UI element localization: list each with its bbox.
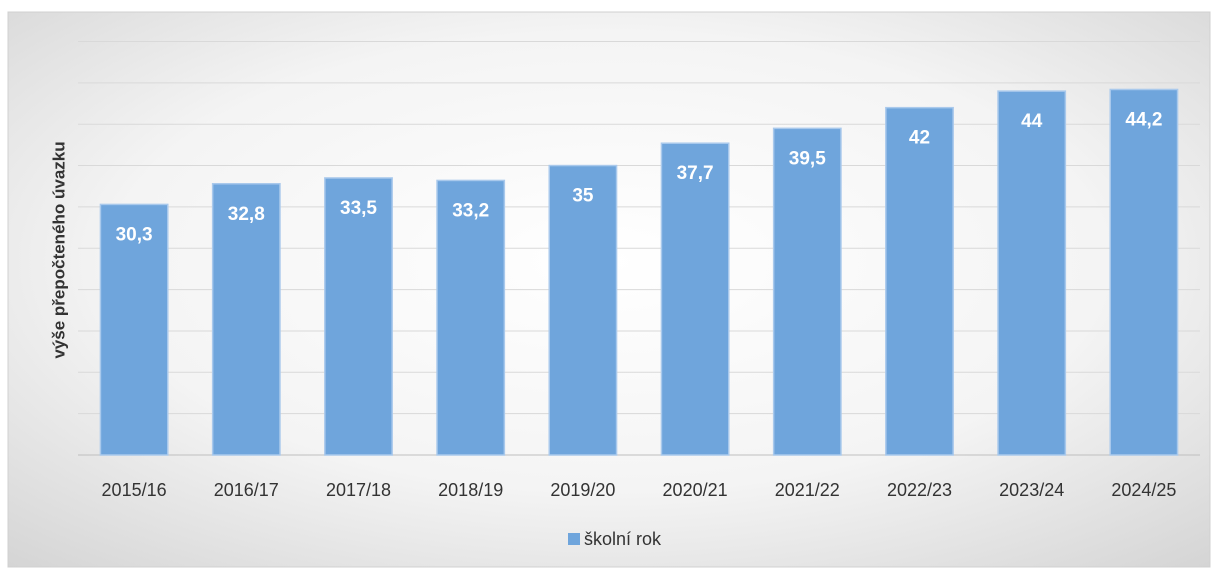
data-label: 39,5 bbox=[789, 148, 826, 169]
data-label: 42 bbox=[909, 128, 930, 149]
x-tick-label: 2022/23 bbox=[887, 480, 952, 500]
x-tick-label: 2015/16 bbox=[102, 480, 167, 500]
bar bbox=[885, 106, 954, 456]
bar bbox=[997, 90, 1067, 456]
data-label: 44,2 bbox=[1125, 109, 1162, 130]
x-tick-label: 2018/19 bbox=[438, 480, 503, 500]
data-label: 37,7 bbox=[677, 163, 714, 184]
x-tick-label: 2016/17 bbox=[214, 480, 279, 500]
data-label: 35 bbox=[572, 186, 594, 207]
bar bbox=[772, 127, 842, 456]
x-tick-label: 2023/24 bbox=[999, 480, 1064, 500]
legend-label: školní rok bbox=[584, 529, 662, 549]
bar bbox=[548, 164, 618, 456]
x-tick-label: 2017/18 bbox=[326, 480, 391, 500]
bar bbox=[211, 182, 281, 456]
bar bbox=[436, 179, 506, 456]
data-label: 33,5 bbox=[340, 198, 377, 219]
x-tick-label: 2019/20 bbox=[550, 480, 615, 500]
x-tick-label: 2024/25 bbox=[1111, 480, 1176, 500]
data-label: 32,8 bbox=[228, 204, 265, 225]
legend-swatch bbox=[568, 533, 580, 545]
x-tick-label: 2020/21 bbox=[663, 480, 728, 500]
x-tick-label: 2021/22 bbox=[775, 480, 840, 500]
data-label: 44 bbox=[1021, 111, 1043, 132]
bar bbox=[324, 177, 393, 456]
data-label: 33,2 bbox=[452, 200, 489, 221]
data-label: 30,3 bbox=[116, 224, 153, 245]
bar bbox=[660, 142, 730, 456]
y-axis-label: výše přepočteného úvazku bbox=[49, 141, 68, 358]
bar bbox=[99, 203, 169, 456]
bar bbox=[1109, 88, 1179, 456]
